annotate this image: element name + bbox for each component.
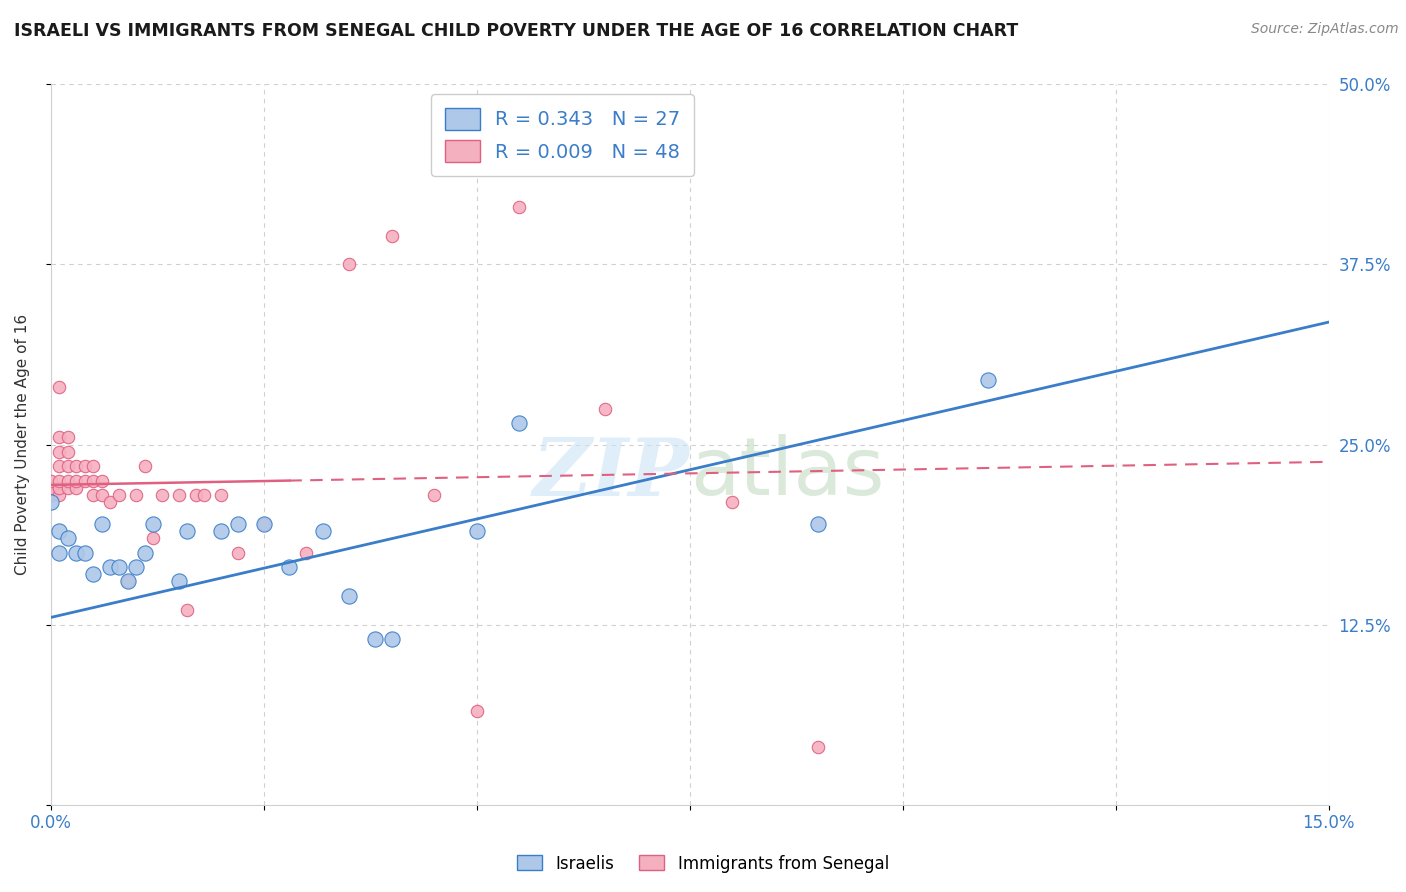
Point [48,488,70,502]
Point [56,459,79,474]
Point [381,228,404,243]
Point [134,546,156,560]
Point [100,495,122,509]
Point [167,574,190,589]
Point [806,740,828,755]
Point [806,516,828,531]
Point [39,481,62,495]
Point [48,430,70,444]
Legend: Israelis, Immigrants from Senegal: Israelis, Immigrants from Senegal [510,848,896,880]
Point [150,488,173,502]
Point [91,474,114,488]
Point [108,560,131,574]
Point [423,488,446,502]
Point [465,524,488,538]
Point [176,524,198,538]
Point [56,444,79,458]
Point [508,200,530,214]
Point [56,430,79,444]
Point [82,567,104,582]
Point [117,574,139,589]
Point [48,481,70,495]
Point [226,516,249,531]
Point [142,531,165,545]
Point [65,474,87,488]
Point [295,546,318,560]
Point [56,474,79,488]
Point [73,459,96,474]
Text: atlas: atlas [690,434,884,512]
Legend: R = 0.343   N = 27, R = 0.009   N = 48: R = 0.343 N = 27, R = 0.009 N = 48 [432,95,695,176]
Point [363,632,385,646]
Point [48,474,70,488]
Point [48,459,70,474]
Text: ZIP: ZIP [533,434,690,512]
Point [65,481,87,495]
Y-axis label: Child Poverty Under the Age of 16: Child Poverty Under the Age of 16 [15,314,30,575]
Point [48,524,70,538]
Point [278,560,301,574]
Point [193,488,215,502]
Point [125,560,148,574]
Point [39,488,62,502]
Point [73,546,96,560]
Point [91,488,114,502]
Point [48,444,70,458]
Point [381,632,404,646]
Point [209,488,232,502]
Point [39,495,62,509]
Point [56,481,79,495]
Point [39,474,62,488]
Point [134,459,156,474]
Point [117,574,139,589]
Point [142,516,165,531]
Point [167,488,190,502]
Point [184,488,207,502]
Point [253,516,276,531]
Point [508,416,530,430]
Point [593,401,616,416]
Point [253,516,276,531]
Point [465,704,488,718]
Point [48,380,70,394]
Point [209,524,232,538]
Point [226,546,249,560]
Point [721,495,744,509]
Point [125,488,148,502]
Text: Source: ZipAtlas.com: Source: ZipAtlas.com [1251,22,1399,37]
Point [73,474,96,488]
Point [65,459,87,474]
Text: ISRAELI VS IMMIGRANTS FROM SENEGAL CHILD POVERTY UNDER THE AGE OF 16 CORRELATION: ISRAELI VS IMMIGRANTS FROM SENEGAL CHILD… [14,22,1018,40]
Point [108,488,131,502]
Point [82,459,104,474]
Point [82,474,104,488]
Point [48,546,70,560]
Point [337,258,360,272]
Point [100,560,122,574]
Point [65,546,87,560]
Point [337,589,360,603]
Point [312,524,335,538]
Point [56,531,79,545]
Point [977,373,1000,387]
Point [82,488,104,502]
Point [176,603,198,617]
Point [91,516,114,531]
